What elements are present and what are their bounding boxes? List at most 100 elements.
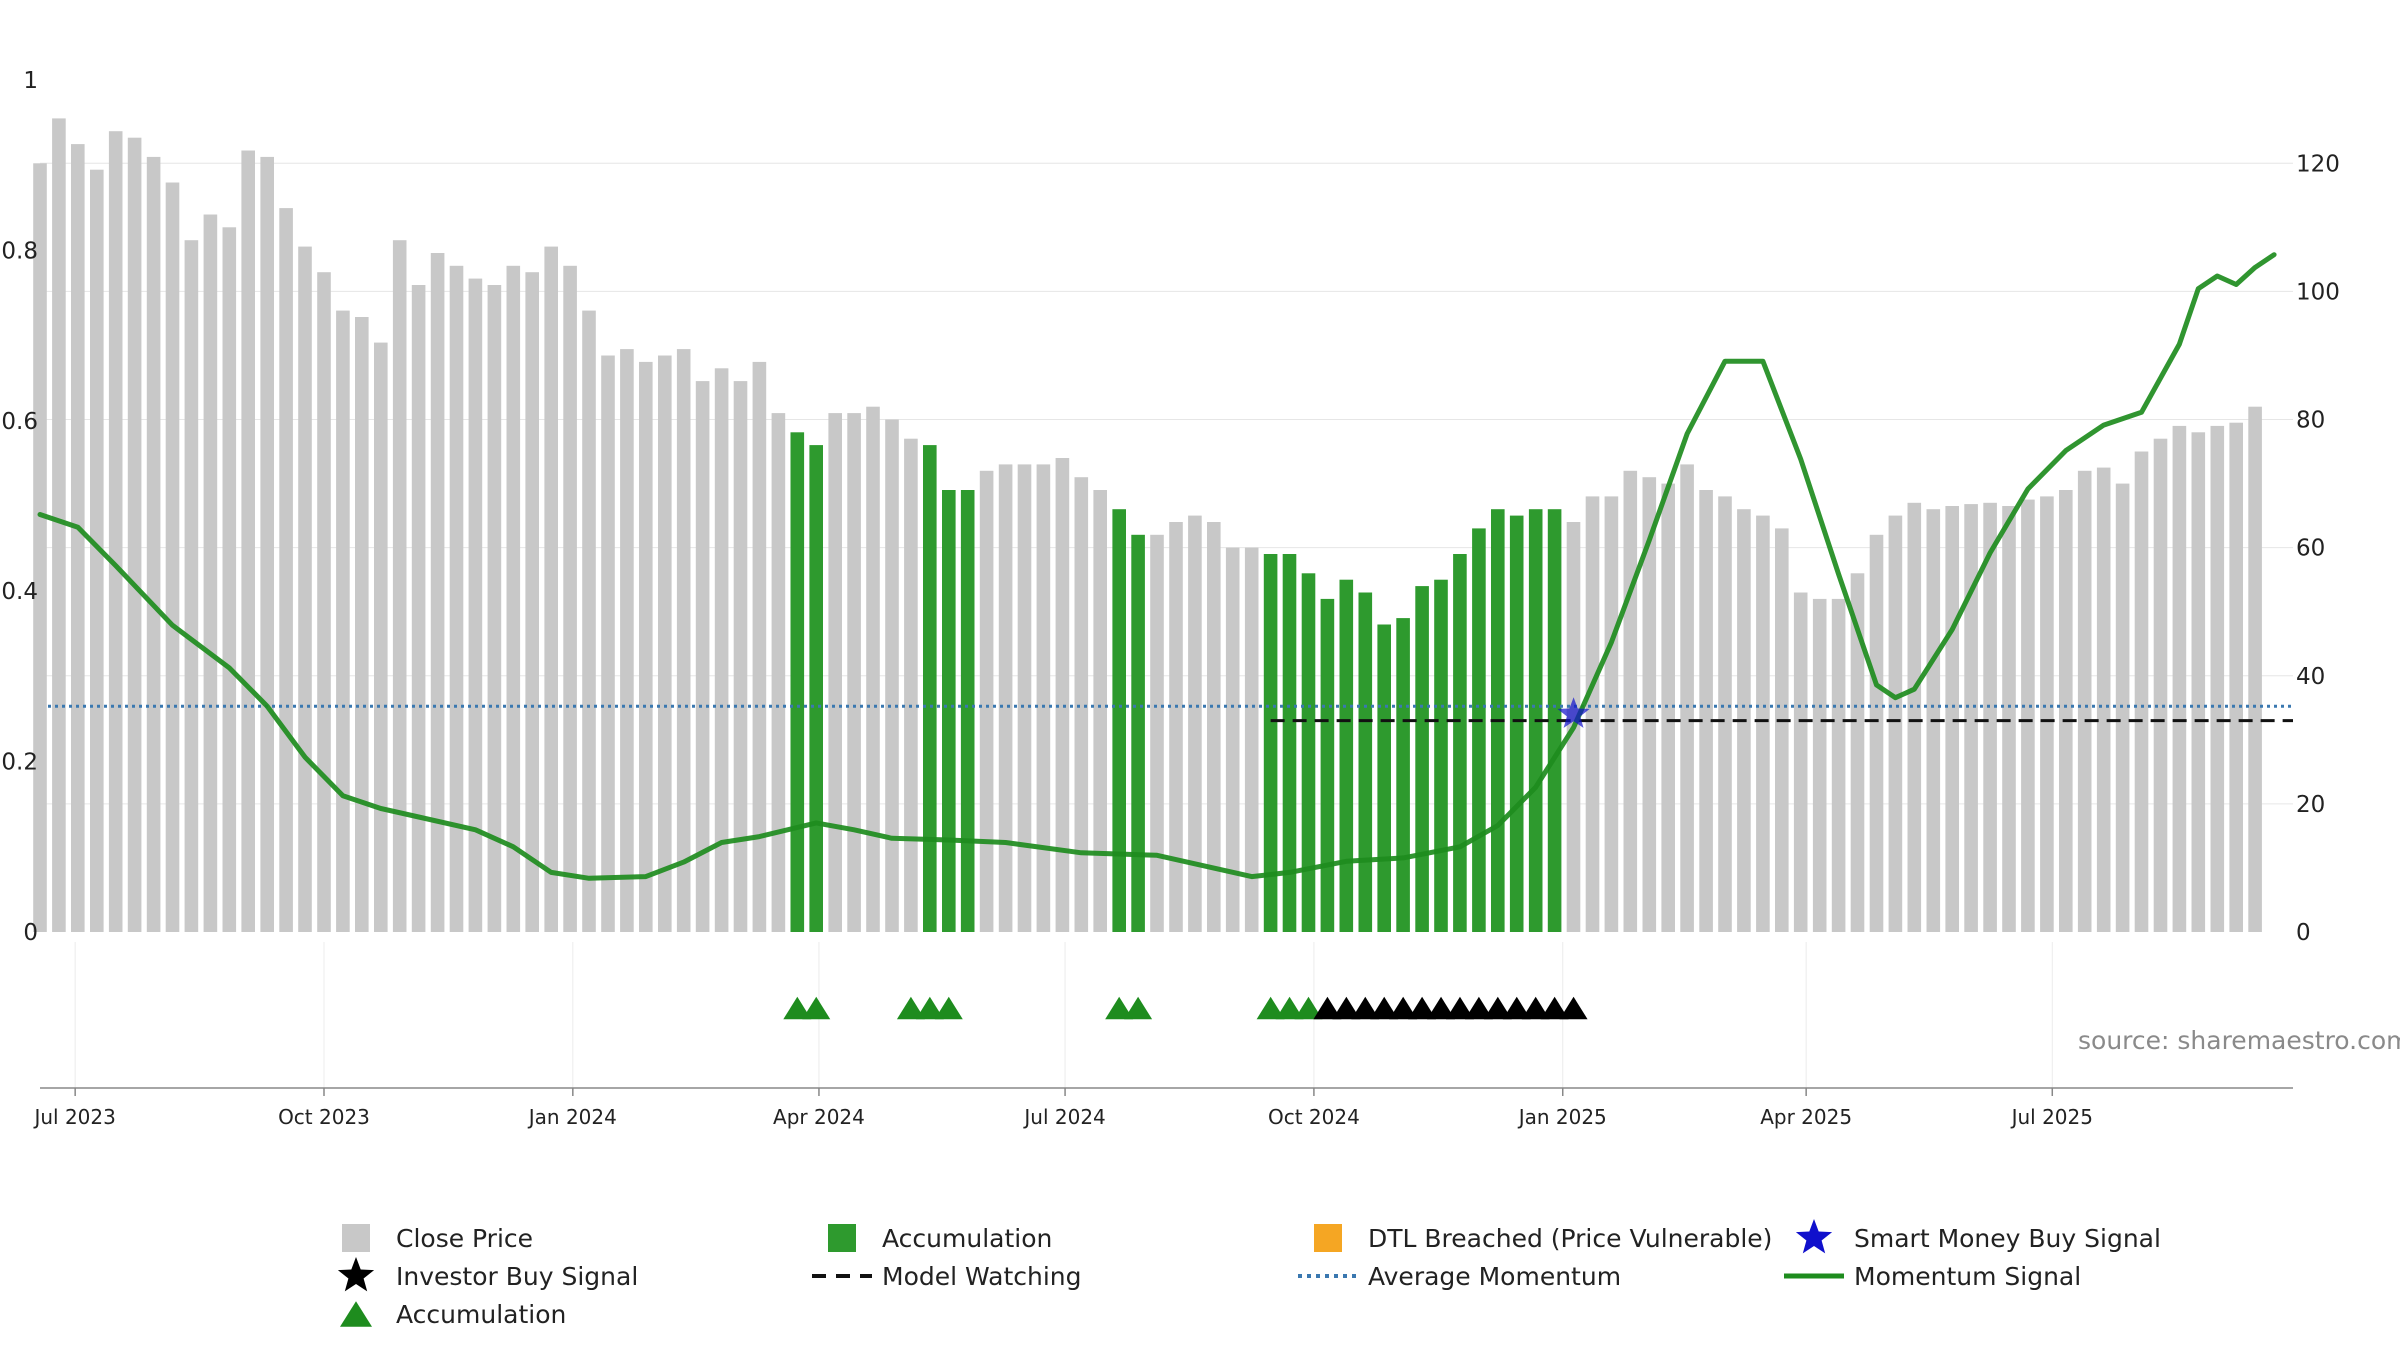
close-price-bar [411,285,426,932]
legend-label: Momentum Signal [1854,1262,2081,1291]
right-tick-label: 20 [2296,792,2325,818]
close-price-bar [1207,522,1221,932]
right-tick-label: 60 [2296,536,2325,562]
close-price-bar [582,310,596,933]
right-tick-label: 80 [2296,408,2325,434]
close-price-bar [733,381,748,933]
close-price-bar [1850,573,1865,932]
close-price-bar [714,368,729,932]
close-price-bar [203,214,218,932]
close-price-bar [1604,496,1619,932]
left-tick-label: 1 [23,68,38,94]
accumulation-bar [960,490,975,932]
legend-item: Smart Money Buy Signal [1795,1219,2161,1254]
close-price-bar [241,150,255,932]
close-price-bar [506,265,521,932]
accumulation-bar [1472,528,1486,932]
close-price-bar [1244,547,1259,932]
close-price-bar [639,361,653,932]
close-price-bar [2153,438,2168,932]
close-price-bar [1036,464,1051,932]
close-price-bar [2040,496,2054,932]
close-price-bar [146,156,161,932]
x-tick-label: Jan 2024 [527,1105,617,1129]
legend-investor-icon [337,1257,375,1292]
close-price-bar [2191,432,2206,932]
investor-buy-marker [1559,996,1588,1020]
legend-item: Accumulation [828,1224,1052,1253]
left-tick-label: 0.4 [1,579,38,605]
right-tick-label: 40 [2296,664,2325,690]
accumulation-bar [1263,554,1278,932]
close-price-bar [563,265,577,932]
close-price-bar [1585,496,1600,932]
close-price-bar [2059,490,2073,932]
legend-label: Accumulation [882,1224,1052,1253]
close-price-bar [1188,515,1202,932]
investor-buy-marker [1408,996,1437,1020]
close-price-bar [2115,483,2130,932]
legend-item: DTL Breached (Price Vulnerable) [1314,1224,1772,1253]
close-price-bar [1093,490,1107,932]
close-price-bar [33,163,47,933]
close-price-bar [1831,598,1846,932]
accumulation-bar [1282,554,1297,932]
legend-item: Accumulation [340,1300,566,1329]
accumulation-bar [1131,534,1145,932]
investor-buy-marker [1370,996,1399,1020]
investor-buy-marker [1445,996,1474,1020]
right-tick-label: 120 [2296,151,2340,177]
close-price-bar [1225,547,1240,932]
accumulation-marker [915,996,944,1020]
close-price-bar [866,406,880,932]
investor-buy-marker [1540,996,1569,1020]
x-tick-label: Jul 2023 [32,1105,115,1129]
accumulation-marker [1124,996,1153,1020]
legend-close-swatch [342,1224,370,1252]
close-price-bar [885,419,899,932]
x-tick-label: Jan 2025 [1517,1105,1607,1129]
accumulation-marker [802,996,831,1020]
right-tick-label: 100 [2296,279,2340,305]
close-price-bar [1964,504,1978,932]
close-price-bar [771,413,786,933]
close-price-bar [279,208,293,933]
accumulation-marker [1275,996,1304,1020]
close-price-bar [1169,522,1183,932]
close-price-bar [298,246,312,933]
accumulation-bar [942,490,956,932]
close-price-bar [2077,470,2092,932]
accumulation-bar [1509,515,1524,932]
close-price-bar [998,464,1013,932]
line-series [37,252,2293,881]
legend-smart-money-icon [1795,1219,1833,1254]
close-price-bar [1888,515,1903,932]
investor-buy-marker [1483,996,1512,1020]
close-price-bar [847,413,861,933]
accumulation-marker [896,996,925,1020]
legend-item: Investor Buy Signal [337,1257,638,1292]
close-price-bar [1699,490,1713,932]
left-tick-label: 0.8 [1,238,38,264]
close-price-bar [1756,515,1770,932]
accumulation-bar [1453,554,1467,932]
legend: Close Price Accumulation DTL Breached (Pri… [337,1219,2161,1329]
close-price-bar [1074,477,1089,932]
investor-buy-marker [1351,996,1380,1020]
accumulation-bar [1112,509,1126,932]
bar-series [33,118,2262,933]
close-price-bar [2210,425,2225,932]
close-price-bar [904,438,918,932]
accumulation-marker [1256,996,1285,1020]
accumulation-marker [783,996,812,1020]
close-price-bar [1680,464,1694,932]
close-price-bar [1983,502,1997,932]
close-price-bar [1945,506,1959,932]
accumulation-marker [1294,996,1323,1020]
close-price-bar [449,265,464,932]
accumulation-bar [1339,579,1354,932]
close-price-bar [392,240,407,932]
close-price-bar [544,246,558,933]
legend-label: Model Watching [882,1262,1082,1291]
